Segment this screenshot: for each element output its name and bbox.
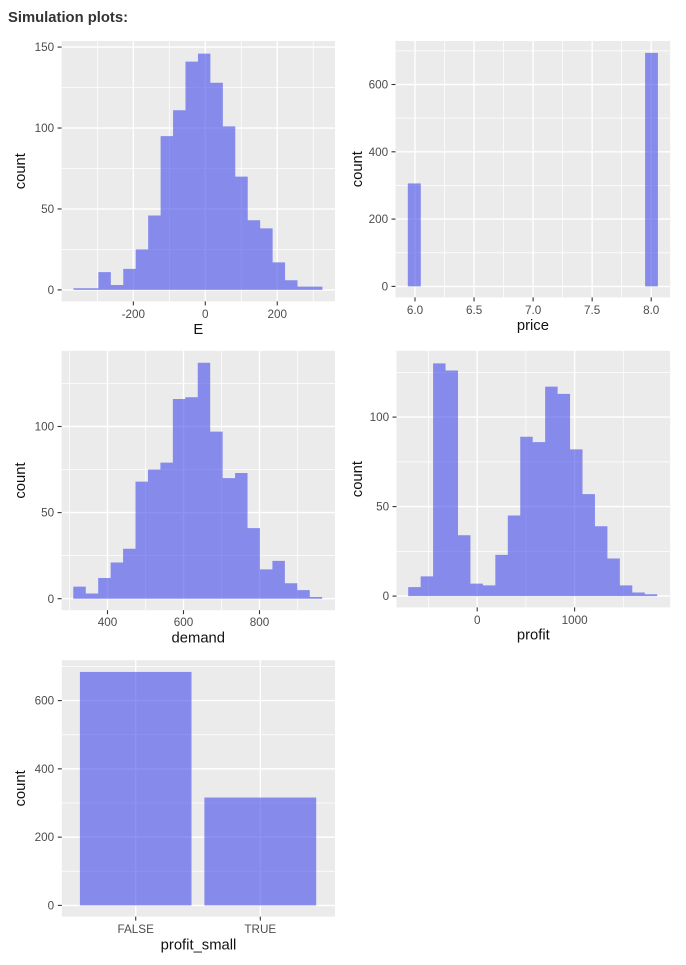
svg-text:100: 100 xyxy=(35,421,55,434)
svg-text:8.0: 8.0 xyxy=(643,304,660,317)
svg-text:E: E xyxy=(193,322,203,338)
svg-text:50: 50 xyxy=(41,203,55,216)
svg-text:100: 100 xyxy=(370,411,390,424)
svg-text:Simulation plots:: Simulation plots: xyxy=(8,10,128,26)
svg-text:600: 600 xyxy=(35,695,55,708)
svg-text:count: count xyxy=(350,151,366,187)
svg-text:profit_small: profit_small xyxy=(161,937,237,953)
svg-text:7.5: 7.5 xyxy=(584,304,601,317)
svg-text:7.0: 7.0 xyxy=(525,304,542,317)
svg-text:600: 600 xyxy=(174,616,194,629)
svg-text:6.5: 6.5 xyxy=(466,304,483,317)
svg-text:400: 400 xyxy=(35,763,55,776)
svg-text:50: 50 xyxy=(376,501,390,514)
svg-text:0: 0 xyxy=(383,590,390,603)
svg-text:-200: -200 xyxy=(122,308,146,321)
svg-text:profit: profit xyxy=(517,628,550,644)
svg-text:0: 0 xyxy=(48,284,55,297)
svg-text:demand: demand xyxy=(172,630,225,646)
svg-text:200: 200 xyxy=(267,308,287,321)
svg-text:count: count xyxy=(13,770,29,806)
svg-text:price: price xyxy=(517,318,549,334)
svg-text:800: 800 xyxy=(250,616,270,629)
svg-text:6.0: 6.0 xyxy=(407,304,424,317)
svg-text:0: 0 xyxy=(48,593,55,606)
svg-text:100: 100 xyxy=(35,122,55,135)
svg-text:count: count xyxy=(13,153,29,189)
svg-text:count: count xyxy=(350,461,366,497)
svg-text:0: 0 xyxy=(48,900,55,913)
svg-text:150: 150 xyxy=(35,41,55,54)
svg-text:FALSE: FALSE xyxy=(118,923,155,936)
svg-text:200: 200 xyxy=(35,831,55,844)
svg-text:400: 400 xyxy=(369,146,389,159)
svg-text:0: 0 xyxy=(382,281,389,294)
svg-text:TRUE: TRUE xyxy=(244,923,276,936)
svg-text:600: 600 xyxy=(369,79,389,92)
svg-text:0: 0 xyxy=(202,308,209,321)
svg-text:50: 50 xyxy=(41,507,55,520)
svg-text:0: 0 xyxy=(474,614,481,627)
svg-text:1000: 1000 xyxy=(562,614,589,627)
svg-text:count: count xyxy=(13,462,29,498)
svg-text:200: 200 xyxy=(369,213,389,226)
svg-text:400: 400 xyxy=(98,616,118,629)
